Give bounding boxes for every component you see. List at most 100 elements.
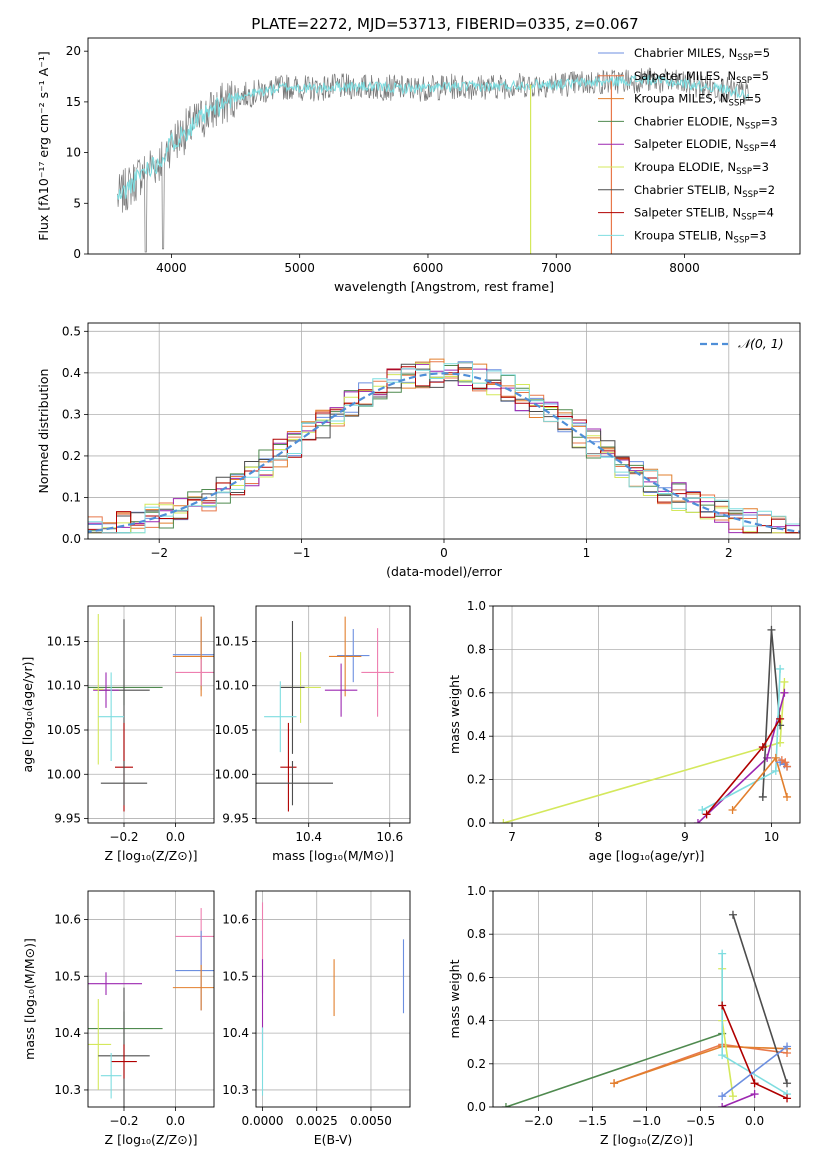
age_vs_mass-ytick-label: 10.15 (215, 634, 249, 648)
age_vs_mass-frame (255, 605, 411, 824)
weight-marker (718, 1001, 727, 1010)
legend-subscript: SSP (736, 76, 752, 86)
legend-entry: Salpeter STELIB, NSSP=4 (634, 206, 774, 223)
weight-marker (783, 762, 792, 771)
age_vs_Z-frame (87, 605, 215, 824)
residuals-xtick-label: −2 (150, 546, 168, 560)
spectrum-ytick-label: 15 (66, 95, 81, 109)
residuals-xtick-label: 2 (725, 546, 733, 560)
normal-curve-line (88, 372, 800, 533)
weight_vs_Z-ytick-label: 0.2 (467, 1057, 486, 1071)
legend-count: =5 (753, 46, 770, 60)
age_vs_mass-ytick-label: 10.10 (215, 679, 249, 693)
histogram-step (88, 361, 800, 534)
mass_vs_Z-ytick-label: 10.3 (54, 1083, 81, 1097)
legend-subscript: SSP (734, 235, 750, 245)
mass_vs_EBV-ytick-label: 10.4 (222, 1026, 249, 1040)
weight_vs_age-ytick-label: 1.0 (467, 599, 486, 613)
residuals-ylabel: Normed distribution (36, 369, 51, 494)
weight-line (503, 681, 786, 823)
legend-entry: Salpeter ELODIE, NSSP=4 (634, 137, 777, 154)
weight_vs_Z-xtick-label: −1.0 (632, 1114, 661, 1128)
spectrum-model-line (116, 73, 749, 200)
legend-entry: Salpeter MILES, NSSP=5 (634, 69, 769, 86)
age_vs_Z-plot-area (88, 613, 214, 812)
weight_vs_age-ytick-label: 0.0 (467, 816, 486, 830)
mass_vs_Z-ylabel: mass [log₁₀(M/M⊙)] (22, 938, 37, 1060)
weight-marker (610, 1079, 619, 1088)
legend-subscript: SSP (729, 99, 745, 109)
weight_vs_Z-ytick-label: 0.6 (467, 970, 486, 984)
residuals-ytick-label: 0.3 (62, 407, 81, 421)
spectrum-ytick-label: 0 (73, 247, 81, 261)
age_vs_Z-panel: −0.2 0.0 9.95 10.00 10.05 10.10 10.15 Z [log₁₀(… (20, 605, 215, 863)
age_vs_mass-plot-area (256, 616, 394, 812)
residuals-panel: −2 −1 0 1 2 0.0 0.1 0.2 0.3 0.4 0.5 (data-model)/er… (36, 322, 801, 579)
weight-marker (783, 1042, 792, 1051)
legend-subscript: SSP (736, 167, 752, 177)
legend-subscript: SSP (737, 53, 753, 63)
residuals-plot-area (88, 358, 800, 534)
mass_vs_EBV-xtick-label: 0.0025 (296, 1114, 338, 1128)
weight-marker (780, 677, 789, 686)
legend-count: =2 (758, 183, 775, 197)
legend-entry: Chabrier ELODIE, NSSP=3 (634, 114, 778, 131)
mass_vs_Z-panel: −0.2 0.0 10.3 10.4 10.5 10.6 Z [log₁₀(Z/Z⊙)] ma… (22, 890, 215, 1147)
weight-marker (780, 688, 789, 697)
age_vs_Z-ytick-label: 10.05 (47, 723, 81, 737)
weight-marker (499, 819, 508, 823)
weight-marker (758, 743, 767, 752)
weight_vs_Z-xtick-label: −1.5 (578, 1114, 607, 1128)
weight-marker (728, 805, 737, 814)
weight-marker (718, 949, 727, 958)
weight-line (721, 1093, 755, 1107)
residuals-ytick-label: 0.2 (62, 449, 81, 463)
legend-count: =3 (761, 114, 778, 128)
weight_vs_age-xtick-label: 7 (508, 830, 516, 844)
age_vs_mass-xtick-label: 10.4 (295, 830, 322, 844)
mass_vs_Z-xtick-label: −0.2 (109, 1114, 138, 1128)
legend-entry: Chabrier STELIB, NSSP=2 (634, 183, 775, 200)
weight-line (505, 1032, 723, 1107)
spectrum-ytick-label: 20 (66, 44, 81, 58)
legend-entry: Kroupa ELODIE, NSSP=3 (634, 160, 769, 177)
age_vs_Z-ytick-label: 10.15 (47, 634, 81, 648)
age_vs_mass-xlabel: mass [log₁₀(M/M⊙)] (272, 848, 394, 863)
weight_vs_Z-xlabel: Z [log₁₀(Z/Z⊙)] (600, 1132, 693, 1147)
histogram-step (88, 362, 800, 534)
weight_vs_age-panel: 7 8 9 10 0.0 0.2 0.4 0.6 0.8 1.0 age [log₁₀(age/yr… (447, 599, 801, 863)
weight_vs_age-plot-area (499, 625, 792, 823)
spectrum-xtick-label: 6000 (413, 261, 444, 275)
weight-marker (767, 625, 776, 634)
age_vs_Z-ytick-label: 10.00 (47, 767, 81, 781)
weight_vs_Z-ylabel: mass weight (447, 959, 462, 1038)
age_vs_Z-ytick-label: 9.95 (54, 812, 81, 826)
legend-count: =4 (757, 206, 774, 220)
weight-line (721, 1045, 788, 1097)
weight_vs_Z-frame (492, 890, 801, 1108)
legend-count: =3 (752, 160, 769, 174)
weight-marker (771, 766, 780, 775)
residuals-xtick-label: −1 (293, 546, 311, 560)
spectrum-frame (87, 37, 801, 255)
weight-marker (776, 664, 785, 673)
spectrum-ylabel: Flux [fλ10⁻¹⁷ erg cm⁻² s⁻¹ A⁻¹] (36, 51, 51, 240)
weight-marker (776, 714, 785, 723)
residuals-xtick-label: 1 (583, 546, 591, 560)
residuals-ytick-label: 0.1 (62, 490, 81, 504)
legend-subscript: SSP (741, 213, 757, 223)
weight_vs_Z-ytick-label: 0.4 (467, 1014, 486, 1028)
spectrum-xtick-label: 5000 (284, 261, 315, 275)
spectrum-observed-line (117, 67, 750, 253)
mass_vs_EBV-ytick-label: 10.3 (222, 1083, 249, 1097)
figure-title: PLATE=2272, MJD=53713, FIBERID=0335, z=0… (251, 15, 638, 33)
residuals-frame (87, 322, 801, 540)
legend-subscript: SSP (742, 190, 758, 200)
legend-entry: 𝒩(0, 1) (738, 336, 784, 351)
legend-count: =5 (744, 92, 761, 106)
mass_vs_EBV-ytick-label: 10.6 (222, 912, 249, 926)
mass_vs_EBV-xtick-label: 0.0000 (242, 1114, 284, 1128)
legend-entry: Kroupa MILES, NSSP=5 (634, 92, 761, 109)
legend-subscript: SSP (744, 144, 760, 154)
weight_vs_age-xtick-label: 9 (681, 830, 689, 844)
